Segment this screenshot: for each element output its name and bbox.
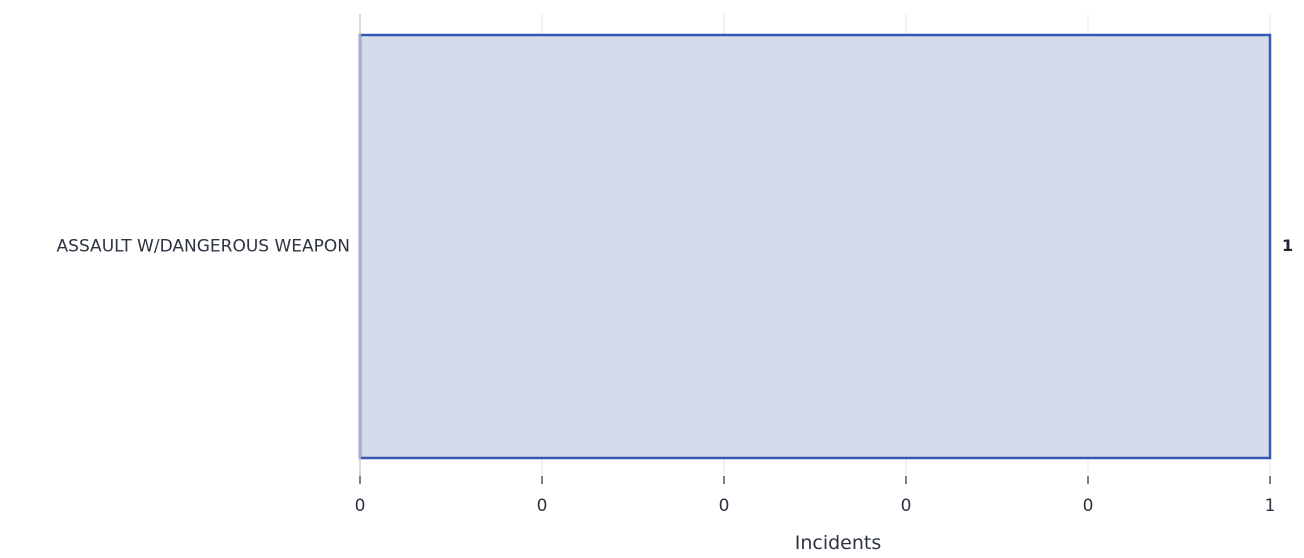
x-tick-label: 0 bbox=[719, 496, 730, 516]
x-axis-title: Incidents bbox=[795, 532, 882, 554]
value-label: 1 bbox=[1282, 236, 1293, 255]
bars bbox=[358, 33, 1272, 460]
x-tick-label: 1 bbox=[1265, 496, 1276, 516]
x-tick-label: 0 bbox=[537, 496, 548, 516]
x-tick-label: 0 bbox=[1083, 496, 1094, 516]
labels: ASSAULT W/DANGEROUS WEAPON 1 0 0 0 0 0 1 Inciden… bbox=[57, 236, 1294, 554]
x-tick-label: 0 bbox=[901, 496, 912, 516]
bar bbox=[358, 33, 1272, 460]
x-tick-label: 0 bbox=[355, 496, 366, 516]
axes bbox=[359, 14, 1271, 484]
category-label: ASSAULT W/DANGEROUS WEAPON bbox=[57, 237, 350, 257]
